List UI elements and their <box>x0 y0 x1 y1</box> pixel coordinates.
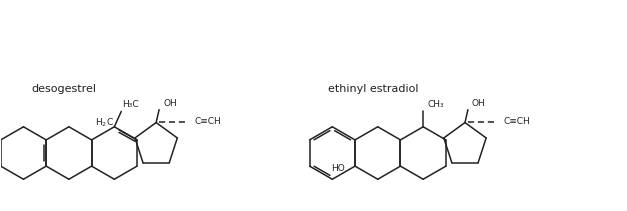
Text: C≡CH: C≡CH <box>503 117 530 126</box>
Text: desogestrel: desogestrel <box>32 84 97 94</box>
Text: OH: OH <box>163 99 177 108</box>
Text: CH₃: CH₃ <box>427 100 444 109</box>
Text: H₃C: H₃C <box>122 100 139 109</box>
Text: ethinyl estradiol: ethinyl estradiol <box>328 84 418 94</box>
Text: OH: OH <box>472 99 486 108</box>
Text: C≡CH: C≡CH <box>194 117 221 126</box>
Text: H$_2$C: H$_2$C <box>95 116 113 129</box>
Text: HO: HO <box>332 164 345 173</box>
